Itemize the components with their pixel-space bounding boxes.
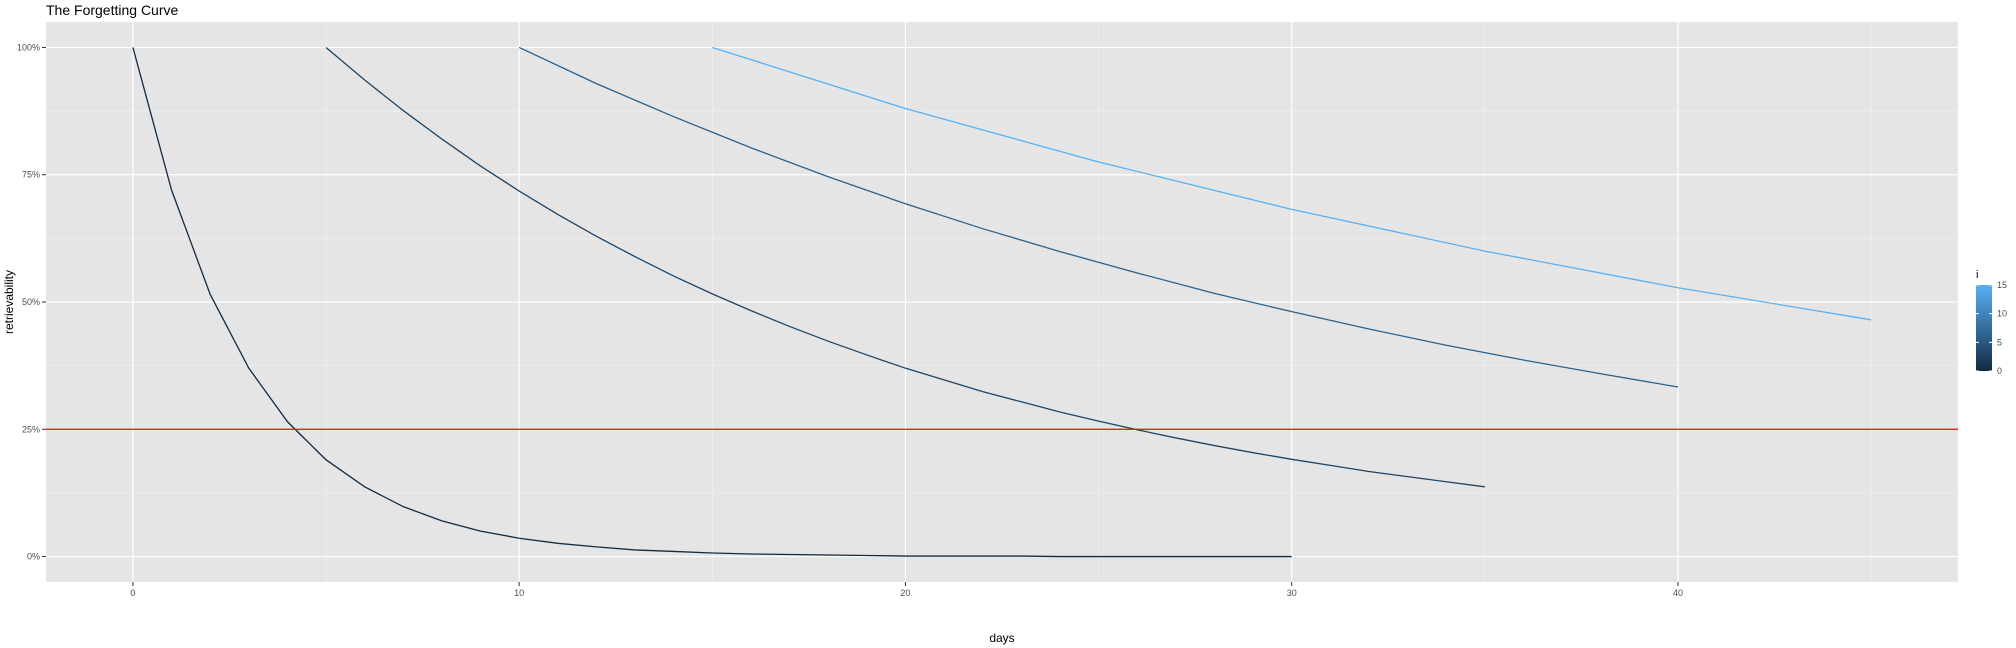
legend-breaks: 0 5 10 15 xyxy=(1976,280,2007,376)
x-axis-title: days xyxy=(989,631,1014,645)
series-line-i-5 xyxy=(325,46,1485,488)
y-tick-label: 0% xyxy=(27,552,40,562)
y-tick-label: 75% xyxy=(22,170,40,180)
legend-title: i xyxy=(1976,269,1978,281)
color-legend: i 0 5 10 15 xyxy=(1976,269,2007,376)
y-tick-label: 50% xyxy=(22,297,40,307)
legend-break-label: 5 xyxy=(1997,337,2002,347)
x-tick-label: 0 xyxy=(130,588,135,598)
x-tick-label: 30 xyxy=(1287,588,1297,598)
legend-break-label: 15 xyxy=(1997,280,2007,290)
x-tick-label: 40 xyxy=(1673,588,1683,598)
y-tick-label: 100% xyxy=(17,42,40,52)
series-line-i-0 xyxy=(132,47,1292,558)
series-lines xyxy=(132,46,1872,558)
y-tick-label: 25% xyxy=(22,424,40,434)
legend-break-label: 0 xyxy=(1997,366,2002,376)
x-axis: 0 10 20 30 40 xyxy=(130,582,1683,598)
chart-title: The Forgetting Curve xyxy=(46,2,178,18)
legend-break-label: 10 xyxy=(1997,309,2007,319)
y-axis: 0% 25% 50% 75% 100% xyxy=(17,42,46,562)
y-axis-title: retrievability xyxy=(2,270,16,334)
legend-colorbar xyxy=(1976,285,1992,371)
x-tick-label: 10 xyxy=(514,588,524,598)
series-line-i-15 xyxy=(712,46,1872,321)
series-line-i-10 xyxy=(518,46,1679,388)
x-tick-label: 20 xyxy=(900,588,910,598)
